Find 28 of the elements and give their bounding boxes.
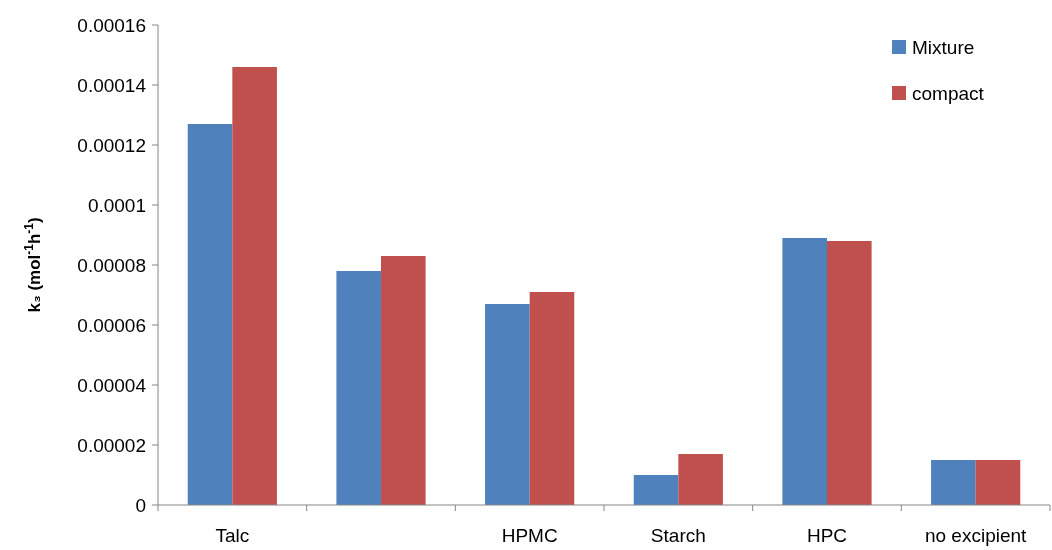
- x-tick-label: no excipient: [924, 525, 1028, 546]
- bar: [975, 460, 1021, 505]
- bar: [931, 460, 976, 505]
- y-tick-label: 0.00008: [77, 254, 146, 276]
- legend-label: compact: [912, 82, 985, 104]
- bar: [827, 241, 872, 505]
- y-tick-label: 0.00016: [77, 14, 146, 36]
- y-tick-label: 0.00012: [77, 134, 146, 156]
- bar: [187, 124, 233, 505]
- y-tick-label: 0.0001: [87, 194, 146, 216]
- x-tick-label: HPMC: [501, 525, 558, 546]
- bar: [485, 304, 530, 505]
- bar: [529, 292, 575, 505]
- bar: [782, 238, 827, 505]
- bar: [232, 67, 277, 505]
- y-tick-label: 0.00002: [77, 434, 146, 456]
- y-tick-label: 0.00004: [77, 374, 147, 396]
- bar: [678, 454, 723, 505]
- bar: [633, 475, 679, 505]
- x-tick-label: HPC: [806, 525, 848, 546]
- legend-label: Mixture: [912, 36, 975, 58]
- x-tick-label: Starch: [650, 525, 706, 546]
- y-tick-label: 0: [135, 494, 146, 516]
- y-tick-label: 0.00006: [77, 314, 146, 336]
- bar: [381, 256, 426, 505]
- x-tick-label: Talc: [215, 525, 250, 546]
- bar: [336, 271, 381, 505]
- y-tick-label: 0.00014: [77, 74, 147, 96]
